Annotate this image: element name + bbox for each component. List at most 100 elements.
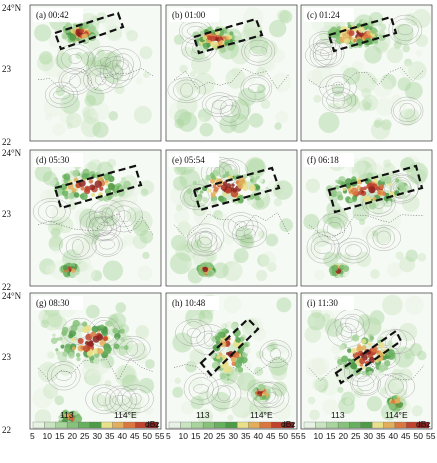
- convective-echo: [246, 197, 251, 201]
- stratiform-echo: [41, 309, 63, 331]
- convective-echo: [384, 360, 391, 367]
- stratiform-echo: [135, 77, 143, 85]
- stratiform-echo: [311, 378, 325, 392]
- stratiform-echo: [170, 234, 188, 251]
- colorbar-tick: 20: [339, 431, 349, 441]
- stratiform-echo: [54, 395, 65, 406]
- convective-echo: [265, 186, 269, 190]
- pressure-contour: [210, 158, 249, 184]
- colorbar-swatch: [44, 421, 56, 429]
- convective-echo: [71, 268, 76, 273]
- convective-echo: [252, 388, 258, 393]
- stratiform-echo: [45, 264, 56, 275]
- convective-echo: [382, 191, 387, 196]
- convective-echo: [372, 172, 378, 177]
- stratiform-echo: [187, 260, 197, 270]
- colorbar-tick: 30: [93, 431, 103, 441]
- stratiform-echo: [397, 77, 412, 92]
- panel-label: (g) 08:30: [36, 298, 70, 308]
- convective-echo: [118, 348, 126, 357]
- stratiform-echo: [278, 10, 293, 24]
- pressure-contour: [325, 76, 351, 100]
- stratiform-echo: [411, 405, 423, 417]
- convective-echo: [192, 180, 198, 186]
- panel-label: (h) 10:48: [172, 298, 206, 308]
- stratiform-echo: [194, 206, 204, 216]
- colorbar-tick: 15: [191, 431, 201, 441]
- convective-echo: [196, 195, 203, 202]
- map-panel: (e) 05:54: [165, 149, 298, 287]
- stratiform-echo: [85, 223, 95, 233]
- pressure-contour: [243, 77, 270, 100]
- convective-echo: [101, 329, 109, 337]
- stratiform-echo: [373, 225, 392, 244]
- colorbar-tick: 45: [266, 431, 276, 441]
- pressure-contour: [202, 92, 237, 117]
- colorbar-swatch: [337, 421, 350, 429]
- convective-echo: [261, 394, 267, 400]
- pressure-contour: [187, 231, 222, 257]
- stratiform-echo: [315, 310, 337, 332]
- convective-echo: [359, 358, 366, 365]
- pressure-contour: [94, 204, 121, 227]
- map-panel: (b) 01:00: [165, 4, 298, 142]
- stratiform-echo: [318, 111, 340, 133]
- stratiform-echo: [314, 269, 325, 281]
- stratiform-echo: [404, 352, 412, 360]
- stratiform-echo: [47, 312, 62, 328]
- pressure-contour: [183, 372, 219, 405]
- convective-echo: [99, 324, 105, 329]
- pressure-contour: [376, 230, 391, 246]
- convective-echo: [347, 348, 352, 353]
- stratiform-echo: [238, 88, 257, 107]
- colorbar-tick: 40: [118, 431, 128, 441]
- convective-echo: [347, 24, 352, 29]
- stratiform-echo: [42, 383, 59, 399]
- stratiform-echo: [185, 360, 197, 373]
- stratiform-echo: [345, 93, 359, 107]
- convective-echo: [69, 329, 77, 337]
- stratiform-echo: [257, 230, 266, 239]
- convective-echo: [350, 363, 358, 370]
- convective-echo: [388, 344, 394, 349]
- convective-echo: [71, 337, 76, 342]
- colorbar-unit: dBz: [281, 419, 296, 429]
- convective-echo: [89, 184, 96, 191]
- colorbar-tick: 5: [166, 431, 171, 441]
- pressure-contour: [388, 378, 404, 395]
- convective-echo: [361, 371, 366, 376]
- stratiform-echo: [352, 204, 370, 221]
- pressure-contour: [391, 96, 424, 125]
- convective-echo: [400, 193, 406, 199]
- stratiform-echo: [47, 351, 55, 359]
- panel-label-box: [33, 8, 83, 22]
- stratiform-echo: [185, 307, 206, 328]
- stratiform-echo: [358, 313, 371, 327]
- stratiform-echo: [102, 260, 124, 281]
- stratiform-echo: [366, 396, 383, 412]
- convective-echo: [216, 355, 221, 360]
- stratiform-echo: [244, 157, 266, 179]
- convective-echo: [368, 186, 376, 194]
- latitude-tick: 22: [2, 282, 11, 292]
- pressure-contour: [52, 90, 71, 100]
- convective-echo: [102, 195, 109, 202]
- stratiform-echo: [45, 350, 55, 359]
- convective-echo: [230, 323, 239, 331]
- pressure-contour: [312, 39, 345, 68]
- stratiform-echo: [393, 346, 415, 368]
- stratiform-echo: [191, 54, 212, 75]
- stratiform-echo: [305, 357, 327, 378]
- colorbar-tick: 25: [351, 431, 361, 441]
- colorbar-tick: 25: [80, 431, 90, 441]
- stratiform-echo: [114, 84, 125, 95]
- convective-echo: [255, 185, 260, 190]
- stratiform-echo: [375, 40, 389, 54]
- stratiform-echo: [189, 71, 197, 78]
- stratiform-echo: [132, 394, 145, 408]
- stratiform-echo: [34, 409, 52, 426]
- pressure-contour: [83, 65, 118, 94]
- colorbar-tick: 50: [279, 431, 289, 441]
- pressure-contour: [45, 205, 58, 219]
